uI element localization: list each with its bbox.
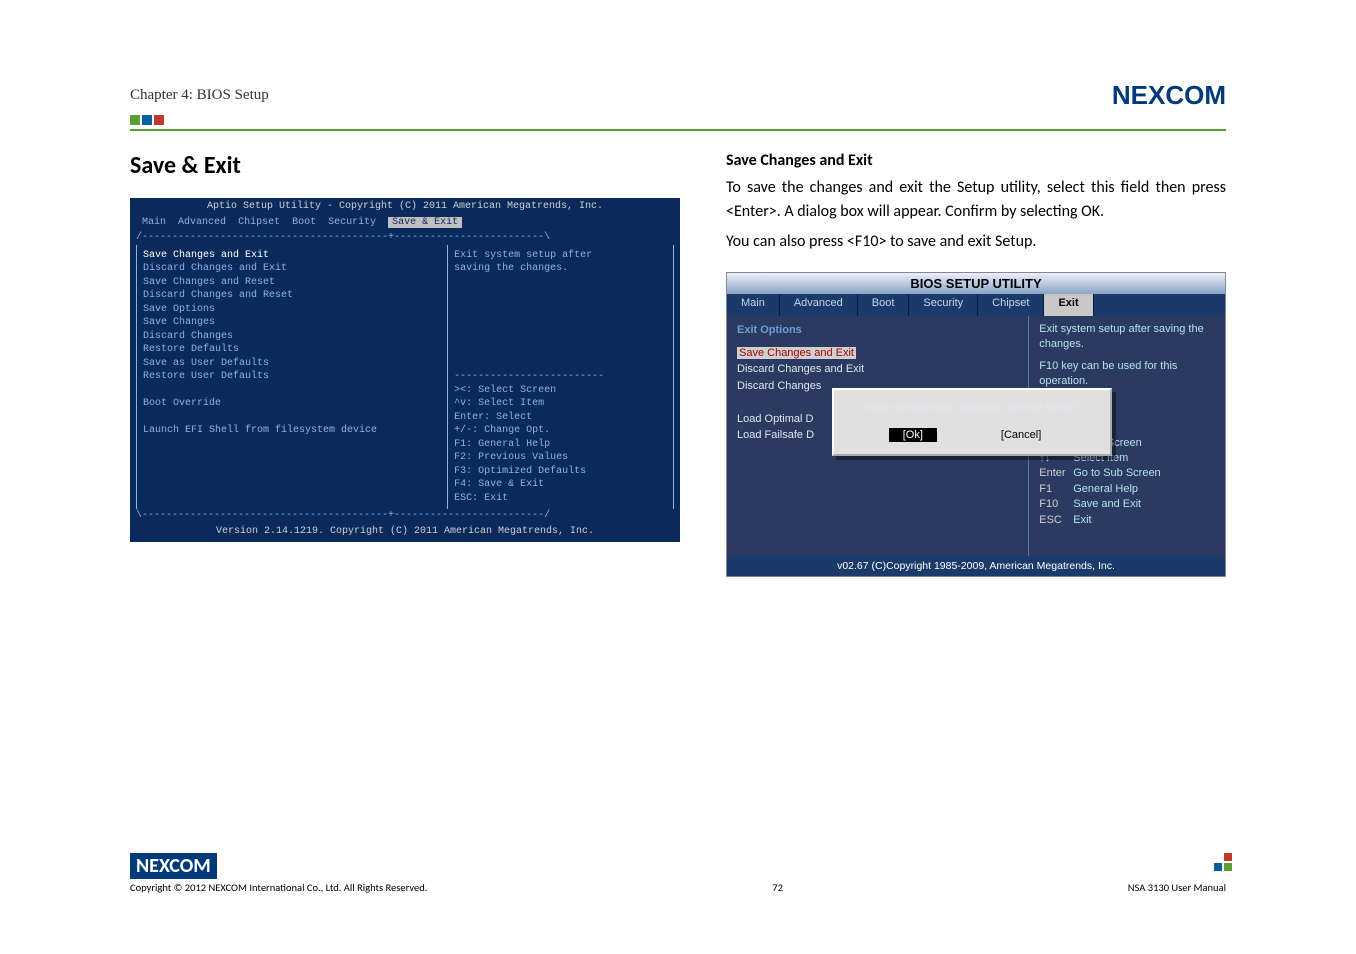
bios-menu-items: Save Changes and Exit Discard Changes an…	[137, 245, 448, 510]
dialog-cancel-button[interactable]: [Cancel]	[987, 428, 1055, 442]
right-paragraph-1: To save the changes and exit the Setup u…	[726, 176, 1226, 224]
bios-tabs: Main Advanced Chipset Boot Security Save…	[130, 216, 680, 232]
chapter-title: Chapter 4: BIOS Setup	[130, 87, 269, 104]
dialog-text: Save configuration changes and exit setu…	[844, 402, 1100, 414]
bios2-title: BIOS SETUP UTILITY	[727, 273, 1225, 294]
footer-manual: NSA 3130 User Manual	[1128, 881, 1226, 894]
bios2-item-selected: Save Changes and Exit	[737, 347, 856, 359]
page-footer: NEXCOM Copyright © 2012 NEXCOM Internati…	[130, 853, 1226, 894]
bios-header: Aptio Setup Utility - Copyright (C) 2011…	[130, 198, 680, 216]
bios2-confirm-dialog: Save configuration changes and exit setu…	[832, 388, 1112, 456]
bios2-tab-selected: Exit	[1044, 294, 1093, 316]
bios-screenshot-dialog: BIOS SETUP UTILITY Main Advanced Boot Se…	[726, 272, 1226, 577]
footer-logo: NEXCOM	[130, 853, 217, 879]
footer-accent-icon	[1214, 853, 1232, 871]
bios-tab-selected: Save & Exit	[388, 217, 462, 228]
bios2-tabs: Main Advanced Boot Security Chipset Exit	[727, 294, 1225, 316]
accent-bar	[130, 115, 170, 127]
footer-page-number: 72	[772, 881, 783, 894]
bios2-footer: v02.67 (C)Copyright 1985-2009, American …	[727, 556, 1225, 576]
header-rule	[130, 129, 1226, 131]
right-subtitle: Save Changes and Exit	[726, 151, 1226, 170]
section-title: Save & Exit	[130, 151, 686, 180]
footer-copyright: Copyright © 2012 NEXCOM International Co…	[130, 881, 427, 894]
bios-footer: Version 2.14.1219. Copyright (C) 2011 Am…	[130, 523, 680, 543]
bios-screenshot-main: Aptio Setup Utility - Copyright (C) 2011…	[130, 198, 680, 542]
bios-item-selected: Save Changes and Exit	[143, 249, 441, 263]
dialog-ok-button[interactable]: [Ok]	[889, 428, 937, 442]
right-paragraph-2: You can also press <F10> to save and exi…	[726, 230, 1226, 254]
logo-nexcom: NEXCOM	[1112, 80, 1226, 111]
bios-help-panel: Exit system setup after saving the chang…	[448, 245, 673, 510]
